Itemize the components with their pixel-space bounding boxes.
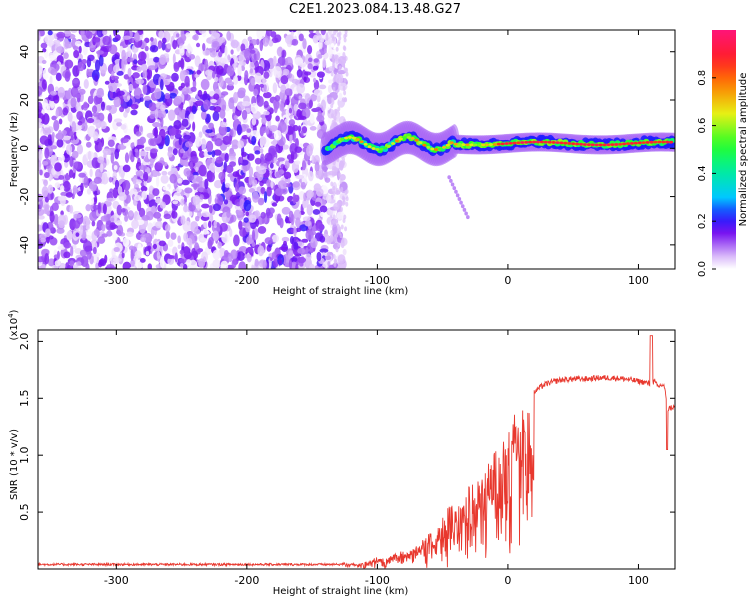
chart-title: C2E1.2023.084.13.48.G27 bbox=[288, 2, 462, 17]
y-tick-label: 0 bbox=[18, 145, 31, 152]
x-tick-label: -200 bbox=[234, 274, 259, 287]
bottom-plot-frame bbox=[37, 329, 676, 570]
colorbar-tick-label: 0.2 bbox=[697, 213, 708, 229]
snr-series-line bbox=[38, 335, 675, 569]
colorbar-label: Normalized spectral amplitude bbox=[738, 73, 749, 227]
y-scale-base: (x10 bbox=[9, 318, 20, 341]
y-scale-close: ) bbox=[9, 309, 20, 313]
x-tick-label: 0 bbox=[504, 274, 511, 287]
top-y-axis-label: Frequency (Hz) bbox=[9, 112, 20, 188]
y-tick-label: 2.0 bbox=[18, 333, 31, 351]
y-tick-label: -20 bbox=[18, 188, 31, 206]
colorbar-tick-label: 0.0 bbox=[697, 261, 708, 277]
heatmap-cells bbox=[38, 30, 675, 269]
colorbar-tick-label: 0.6 bbox=[697, 118, 708, 134]
y-scale-label: (x104) bbox=[7, 309, 20, 340]
y-tick-label: 1.0 bbox=[18, 446, 31, 464]
y-scale-exponent: 4 bbox=[7, 313, 15, 318]
x-tick-label: -200 bbox=[234, 574, 259, 587]
top-plot-frame bbox=[37, 29, 676, 270]
colorbar bbox=[712, 30, 736, 269]
x-tick-label: -300 bbox=[104, 274, 129, 287]
x-tick-label: 100 bbox=[628, 574, 649, 587]
bottom-x-axis-label: Height of straight line (km) bbox=[273, 586, 409, 597]
colorbar-tick-label: 0.4 bbox=[697, 165, 708, 181]
x-tick-label: -100 bbox=[365, 274, 390, 287]
x-tick-label: 100 bbox=[628, 274, 649, 287]
y-tick-label: 20 bbox=[18, 93, 31, 107]
top-x-axis-label: Height of straight line (km) bbox=[273, 286, 409, 297]
bottom-y-axis-label: SNR (10 * v/v) bbox=[9, 429, 20, 500]
x-tick-label: 0 bbox=[504, 574, 511, 587]
colorbar-tick-label: 0.8 bbox=[697, 70, 708, 86]
y-tick-label: -40 bbox=[18, 236, 31, 254]
y-tick-label: 0.5 bbox=[18, 503, 31, 521]
y-tick-label: 40 bbox=[18, 45, 31, 59]
x-tick-label: -300 bbox=[104, 574, 129, 587]
x-tick-label: -100 bbox=[365, 574, 390, 587]
y-tick-label: 1.5 bbox=[18, 390, 31, 408]
